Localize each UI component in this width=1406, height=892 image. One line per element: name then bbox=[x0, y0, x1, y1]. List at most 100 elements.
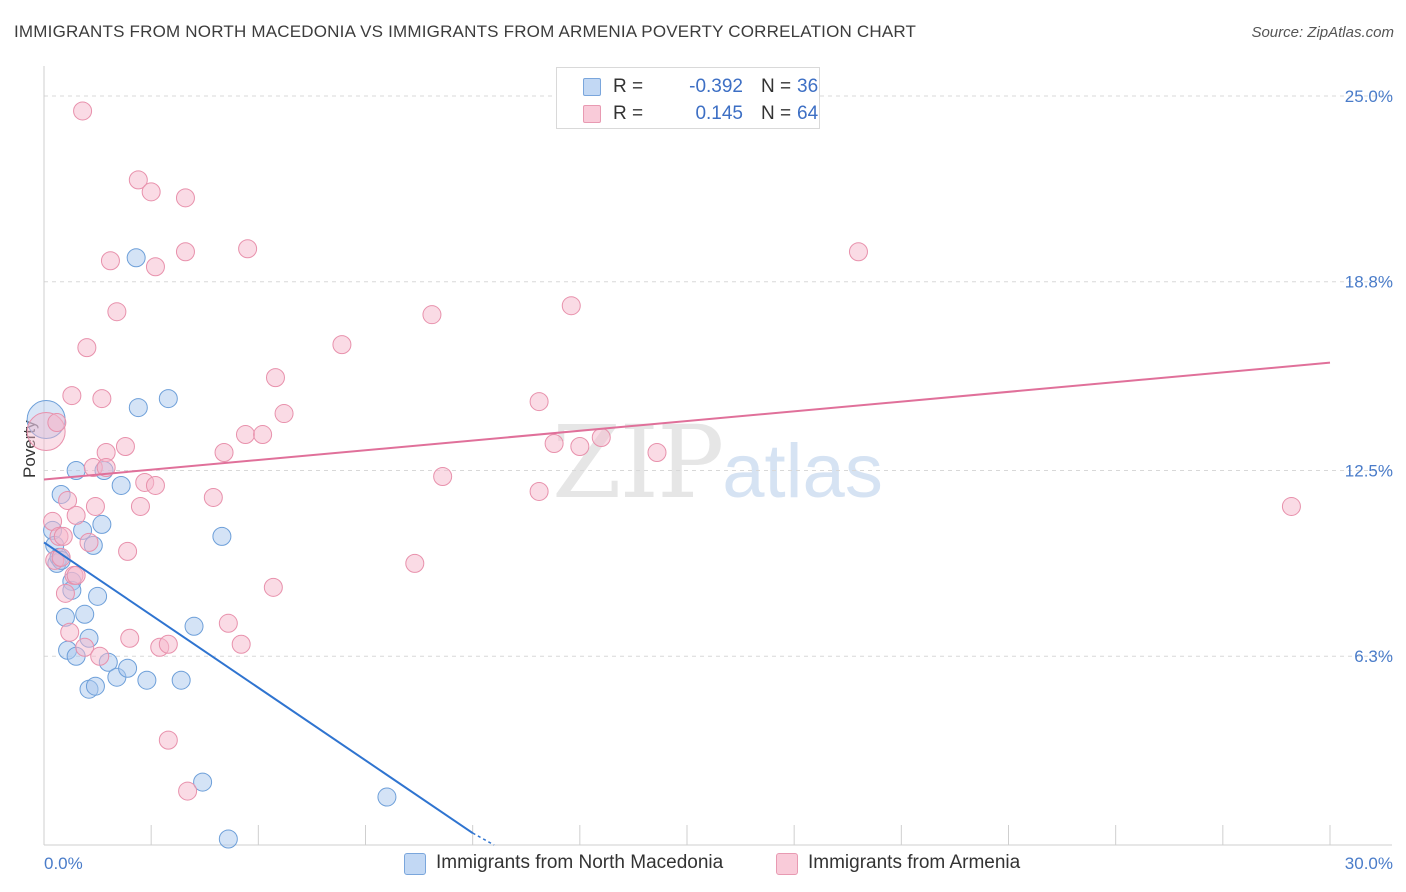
data-point-armenia bbox=[75, 637, 95, 657]
data-point-armenia bbox=[55, 583, 75, 603]
data-point-armenia bbox=[647, 443, 667, 463]
data-point-armenia bbox=[265, 368, 285, 388]
data-point-armenia bbox=[332, 335, 352, 355]
data-point-north-macedonia bbox=[75, 604, 95, 624]
bottom-legend-swatch-pink bbox=[776, 853, 798, 875]
data-point-armenia bbox=[115, 437, 135, 457]
data-point-north-macedonia bbox=[126, 248, 146, 268]
data-point-armenia bbox=[58, 490, 78, 510]
legend-n-label: N = bbox=[761, 76, 792, 97]
data-point-armenia bbox=[238, 239, 258, 259]
data-point-armenia bbox=[175, 188, 195, 208]
data-point-armenia bbox=[158, 634, 178, 654]
data-point-armenia bbox=[92, 389, 112, 409]
chart-title: IMMIGRANTS FROM NORTH MACEDONIA VS IMMIG… bbox=[14, 22, 917, 41]
data-point-north-macedonia bbox=[377, 787, 397, 807]
bottom-legend-label: Immigrants from North Macedonia bbox=[436, 852, 724, 873]
trend-line-north-macedonia-extension bbox=[472, 832, 495, 846]
data-point-north-macedonia bbox=[118, 658, 138, 678]
data-point-north-macedonia bbox=[88, 586, 108, 606]
data-point-north-macedonia bbox=[85, 676, 105, 696]
data-point-armenia bbox=[158, 730, 178, 750]
data-point-armenia bbox=[214, 443, 234, 463]
data-point-armenia bbox=[570, 437, 590, 457]
data-point-armenia bbox=[591, 428, 611, 448]
data-point-armenia bbox=[118, 541, 138, 561]
data-point-armenia bbox=[141, 182, 161, 202]
data-point-north-macedonia bbox=[171, 670, 191, 690]
data-point-armenia bbox=[529, 392, 549, 412]
data-point-north-macedonia bbox=[111, 475, 131, 495]
data-point-armenia bbox=[175, 242, 195, 262]
data-point-north-macedonia bbox=[212, 526, 232, 546]
data-point-armenia bbox=[544, 434, 564, 454]
trend-line-armenia bbox=[43, 361, 1331, 481]
source-label: Source: ZipAtlas.com bbox=[1251, 24, 1394, 41]
data-point-north-macedonia bbox=[218, 829, 238, 849]
legend-n-value: 36 bbox=[797, 76, 819, 97]
data-point-armenia bbox=[422, 305, 442, 325]
data-point-armenia bbox=[73, 101, 93, 121]
data-point-armenia bbox=[107, 302, 127, 322]
correlation-legend: R = -0.392 N = 36 R = 0.145 N = 64 bbox=[556, 67, 820, 129]
data-point-armenia bbox=[79, 532, 99, 552]
data-point-armenia bbox=[120, 628, 140, 648]
watermark-atlas: atlas bbox=[722, 429, 883, 514]
data-point-armenia bbox=[90, 646, 110, 666]
legend-n-label: N = bbox=[761, 103, 792, 124]
data-point-armenia bbox=[53, 526, 73, 546]
data-point-armenia bbox=[100, 251, 120, 271]
legend-r-value: 0.145 bbox=[695, 103, 743, 124]
bottom-legend-label: Immigrants from Armenia bbox=[808, 852, 1021, 873]
bottom-legend-swatch-blue bbox=[404, 853, 426, 875]
legend-swatch-blue bbox=[583, 78, 601, 96]
data-point-armenia bbox=[96, 457, 116, 477]
legend-swatch-pink bbox=[583, 105, 601, 123]
data-point-armenia bbox=[253, 425, 273, 445]
legend-r-value: -0.392 bbox=[689, 76, 743, 97]
data-point-armenia bbox=[561, 296, 581, 316]
data-point-armenia bbox=[47, 413, 67, 433]
data-point-armenia bbox=[66, 505, 86, 525]
data-point-armenia bbox=[218, 613, 238, 633]
data-point-armenia bbox=[274, 404, 294, 424]
data-point-armenia bbox=[203, 487, 223, 507]
data-point-armenia bbox=[433, 466, 453, 486]
data-point-armenia bbox=[231, 634, 251, 654]
data-point-north-macedonia bbox=[92, 514, 112, 534]
legend-r-label: R = bbox=[613, 76, 644, 97]
y-tick-label: 12.5% bbox=[1345, 461, 1393, 480]
data-point-armenia bbox=[235, 425, 255, 445]
data-point-armenia bbox=[145, 475, 165, 495]
data-point-north-macedonia bbox=[137, 670, 157, 690]
trend-line-north-macedonia bbox=[43, 541, 474, 834]
data-point-armenia bbox=[85, 496, 105, 516]
data-point-armenia bbox=[145, 257, 165, 277]
x-tick-label: 0.0% bbox=[44, 854, 83, 873]
data-point-armenia bbox=[263, 577, 283, 597]
data-point-armenia bbox=[529, 481, 549, 501]
data-point-armenia bbox=[77, 338, 97, 358]
watermark: ZIPatlas bbox=[552, 404, 883, 521]
y-tick-label: 25.0% bbox=[1345, 87, 1393, 106]
data-point-armenia bbox=[66, 565, 86, 585]
data-point-armenia bbox=[128, 170, 148, 190]
data-point-north-macedonia bbox=[193, 772, 213, 792]
data-point-armenia bbox=[62, 386, 82, 406]
data-point-north-macedonia bbox=[184, 616, 204, 636]
data-point-armenia bbox=[51, 547, 71, 567]
data-point-north-macedonia bbox=[128, 398, 148, 418]
data-point-armenia bbox=[1281, 496, 1301, 516]
legend-r-label: R = bbox=[613, 103, 644, 124]
data-point-north-macedonia bbox=[158, 389, 178, 409]
x-tick-label: 30.0% bbox=[1345, 854, 1393, 873]
watermark-zip: ZIP bbox=[552, 404, 724, 521]
y-tick-label: 6.3% bbox=[1354, 647, 1393, 666]
data-point-armenia bbox=[178, 781, 198, 801]
y-tick-label: 18.8% bbox=[1345, 273, 1393, 292]
data-point-armenia bbox=[848, 242, 868, 262]
data-point-armenia bbox=[405, 553, 425, 573]
legend-n-value: 64 bbox=[797, 103, 819, 124]
data-point-armenia bbox=[130, 496, 150, 516]
